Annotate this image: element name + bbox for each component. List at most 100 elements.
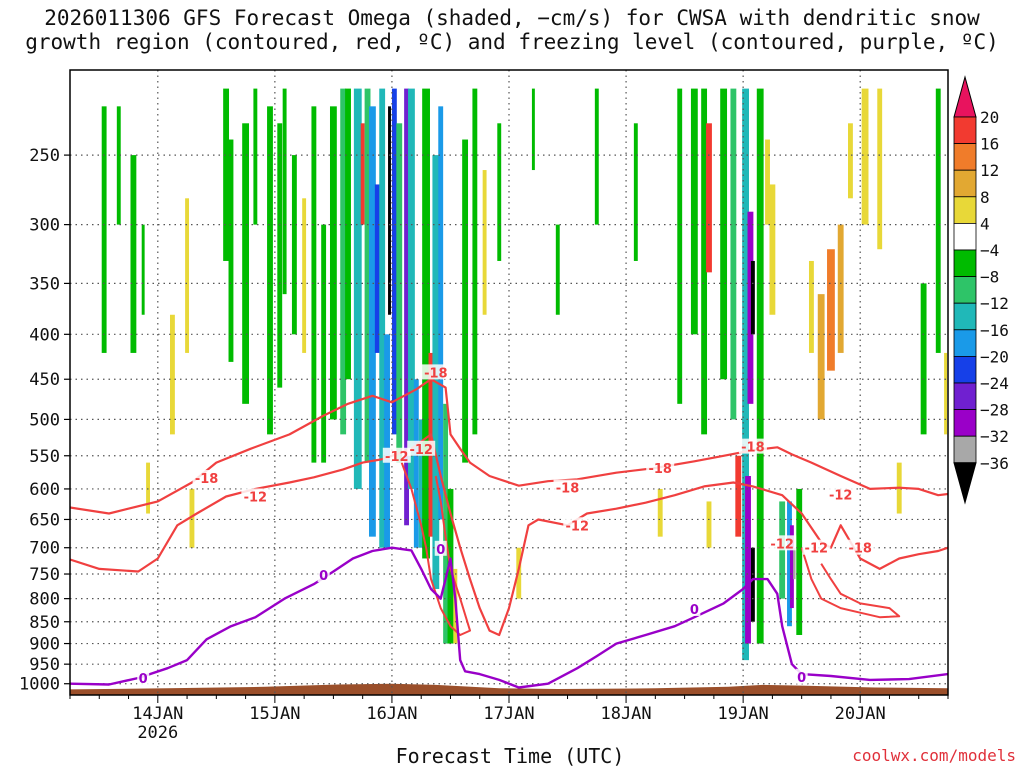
omega-shade (364, 88, 371, 463)
terrain-ground (70, 683, 948, 695)
omega-shade (185, 198, 190, 353)
colorbar-segment (953, 435, 977, 464)
omega-shade (920, 283, 927, 435)
y-tick-label: 550 (29, 447, 60, 467)
omega-shade (837, 224, 844, 353)
omega-shade (555, 224, 560, 315)
omega-shade (787, 501, 792, 627)
colorbar-top-arrow (953, 75, 977, 118)
colorbar-label: −12 (980, 294, 1009, 313)
omega-shade (472, 88, 478, 435)
y-tick-label: 1000 (19, 675, 60, 695)
omega-shade (756, 88, 764, 644)
omega-shade (789, 525, 794, 609)
omega-shade (750, 547, 755, 622)
contour-label-bg (768, 535, 797, 551)
omega-shade (388, 106, 391, 315)
x-tick-label: 15JAN (249, 704, 300, 724)
omega-shade (742, 88, 749, 661)
contour-label-bg (553, 479, 582, 495)
y-tick-label: 850 (29, 613, 60, 633)
contour-label-bg (826, 486, 855, 502)
colorbar-label: −36 (980, 454, 1009, 473)
colorbar-label: −32 (980, 427, 1009, 446)
contour-label-bg (407, 440, 436, 456)
omega-shade (369, 106, 376, 537)
colorbar-label: 16 (980, 135, 999, 154)
omega-shade (404, 88, 410, 526)
omega-shade (745, 476, 751, 644)
omega-shade (750, 260, 755, 335)
omega-shade (242, 123, 250, 404)
x-axis-title: Forecast Time (UTC) (395, 744, 625, 768)
omega-shade (291, 155, 297, 335)
contour-line (70, 546, 948, 689)
omega-shade (422, 88, 430, 559)
colorbar-segment (953, 409, 977, 437)
contour-label-bg (137, 669, 150, 685)
colorbar-segment (953, 116, 977, 145)
contour-label: -12 (829, 489, 853, 504)
omega-shade (384, 334, 390, 548)
omega-shade (141, 224, 145, 315)
omega-shade (706, 123, 712, 273)
omega-shade (796, 488, 803, 635)
y-tick-label: 450 (29, 370, 60, 390)
omega-shade (677, 88, 683, 404)
contour-label-bg (382, 447, 411, 463)
contour-label: -12 (770, 537, 794, 552)
title-line-1: 2026011306 GFS Forecast Omega (shaded, −… (44, 6, 980, 30)
colorbar: 20 16 12 8 4 −4 −8 −12 −16 −20 −24 −28 −32 −36 (953, 75, 1009, 505)
colorbar-label: −20 (980, 347, 1009, 366)
omega-shade (793, 547, 796, 580)
y-tick-label: 250 (29, 146, 60, 166)
y-tick-label: 400 (29, 325, 60, 345)
colorbar-segment (953, 222, 977, 251)
colorbar-label: −28 (980, 401, 1009, 420)
omega-shade (353, 88, 362, 489)
colorbar-label: −4 (980, 241, 999, 260)
x-tick-label: 14JAN (132, 704, 183, 724)
y-tick-label: 700 (29, 539, 60, 559)
omega-shade (594, 88, 599, 225)
omega-shade (418, 419, 424, 548)
colorbar-segment (953, 196, 977, 224)
contour-label-bg (646, 460, 675, 476)
y-tick-label: 600 (29, 480, 60, 500)
x-tick-label: 19JAN (718, 704, 769, 724)
x-tick-label: 20JAN (835, 704, 886, 724)
colorbar-segment (953, 169, 977, 198)
omega-shade (730, 88, 737, 420)
omega-shade (321, 224, 327, 463)
contour-label: -18 (556, 482, 580, 497)
omega-shade (701, 88, 708, 435)
contour-label: -12 (409, 443, 433, 458)
y-tick-label: 800 (29, 590, 60, 610)
site-credit: coolwx.com/models (852, 746, 1016, 765)
omega-shade (101, 106, 107, 353)
omega-shade (877, 88, 883, 250)
omega-shade (657, 488, 663, 537)
contour-label: 0 (690, 603, 699, 618)
x-tick-label: 18JAN (600, 704, 651, 724)
omega-shade (808, 260, 814, 353)
contour-label-bg (434, 540, 447, 556)
contour-label: -18 (424, 366, 448, 381)
y-tick-label: 650 (29, 510, 60, 530)
contour-label-bg (688, 600, 701, 616)
contour-label: -18 (195, 472, 219, 487)
y-tick-label: 950 (29, 655, 60, 675)
x-tick-label: 16JAN (366, 704, 417, 724)
y-tick-label: 750 (29, 565, 60, 585)
omega-shade (311, 106, 317, 463)
contour-line (70, 378, 948, 515)
omega-shade (396, 123, 403, 463)
terrain-fill (70, 683, 948, 695)
omega-shade (228, 139, 234, 362)
omega-shade (169, 314, 175, 435)
omega-shade (302, 198, 307, 353)
omega-shade (282, 88, 287, 295)
y-tick-label: 300 (29, 216, 60, 236)
colorbar-label: 12 (980, 161, 999, 180)
